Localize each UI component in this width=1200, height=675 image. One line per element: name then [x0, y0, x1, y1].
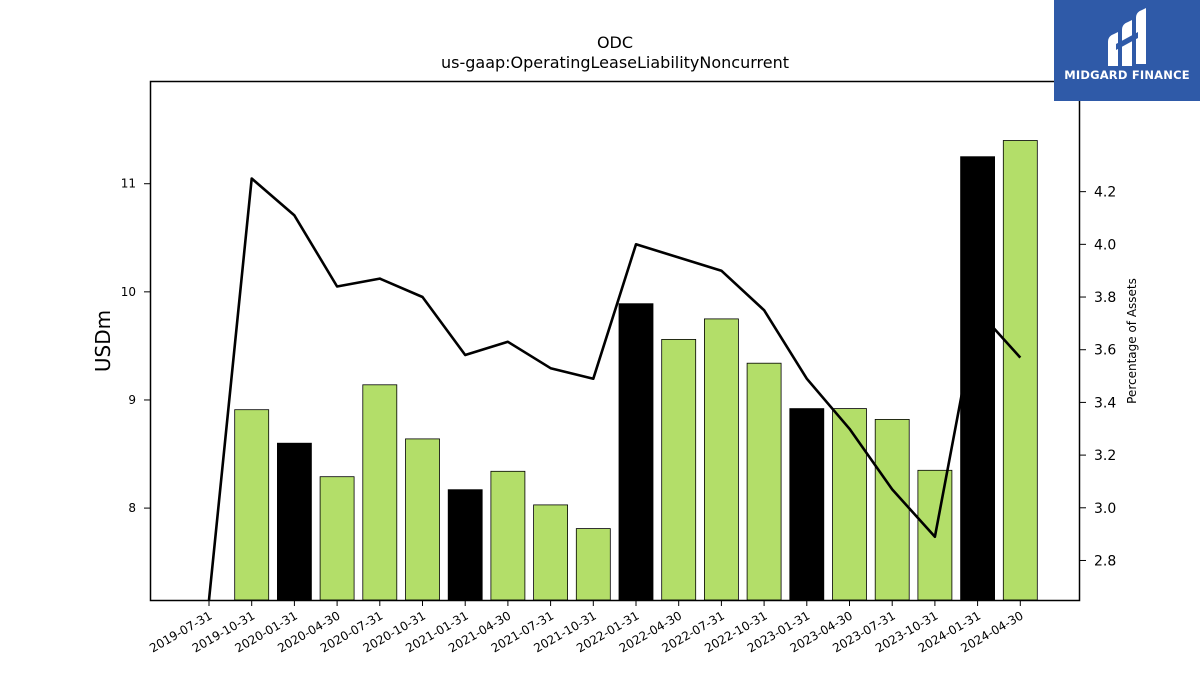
bar-2023-01-31 — [789, 408, 825, 601]
bar-2022-10-31 — [746, 362, 782, 601]
bar-2021-10-31 — [575, 528, 611, 601]
bar-2022-01-31 — [618, 303, 654, 601]
bar-2024-04-30 — [1002, 140, 1038, 601]
y2-tick-label: 3.4 — [1094, 395, 1116, 411]
bar-2020-10-31 — [405, 438, 440, 601]
bar-2022-04-30 — [661, 338, 697, 601]
chart-title: ODC — [597, 33, 633, 52]
bar-2023-04-30 — [832, 408, 867, 601]
right-axis: 2.8 3.0 3.2 3.4 3.6 3.8 4.0 4.2 — [1080, 185, 1116, 569]
y2-tick-label: 3.6 — [1094, 343, 1116, 359]
brand-mark-icon — [1108, 8, 1146, 66]
y-tick-label: 9 — [128, 393, 136, 407]
y-tick-label: 8 — [128, 501, 136, 515]
bar-2020-01-31 — [276, 442, 312, 601]
bar-2021-04-30 — [490, 470, 526, 601]
y-tick-label: 10 — [121, 285, 136, 299]
bar-2021-07-31 — [533, 504, 568, 601]
bar-series — [234, 140, 1038, 601]
y-tick-label: 11 — [121, 177, 136, 191]
bar-2021-01-31 — [447, 489, 483, 601]
brand-logo: MIDGARD FINANCE — [1054, 0, 1200, 101]
chart-subtitle: us-gaap:OperatingLeaseLiabilityNoncurren… — [441, 53, 789, 72]
bar-2022-07-31 — [704, 318, 739, 601]
y2-tick-label: 4.0 — [1094, 237, 1116, 253]
x-axis: 2019-07-312019-10-312020-01-312020-04-30… — [147, 600, 1026, 655]
y2-tick-label: 2.8 — [1094, 553, 1116, 569]
bar-2020-07-31 — [362, 384, 398, 601]
y2-tick-label: 4.2 — [1094, 185, 1116, 201]
bar-2019-10-31 — [234, 409, 270, 601]
y-axis-label: USDm — [91, 310, 115, 372]
y2-tick-label: 3.8 — [1094, 290, 1116, 306]
y2-tick-label: 3.2 — [1094, 448, 1116, 464]
y2-tick-label: 3.0 — [1094, 501, 1116, 517]
bar-2024-01-31 — [960, 156, 995, 601]
percentage-line — [207, 177, 1022, 601]
brand-name: MIDGARD FINANCE — [1064, 68, 1190, 82]
left-axis: 8 9 10 11 — [121, 177, 150, 515]
bar-2023-07-31 — [874, 418, 910, 601]
y2-axis-label: Percentage of Assets — [1125, 278, 1139, 404]
plot-frame — [149, 80, 1081, 602]
bar-2020-04-30 — [319, 476, 355, 601]
